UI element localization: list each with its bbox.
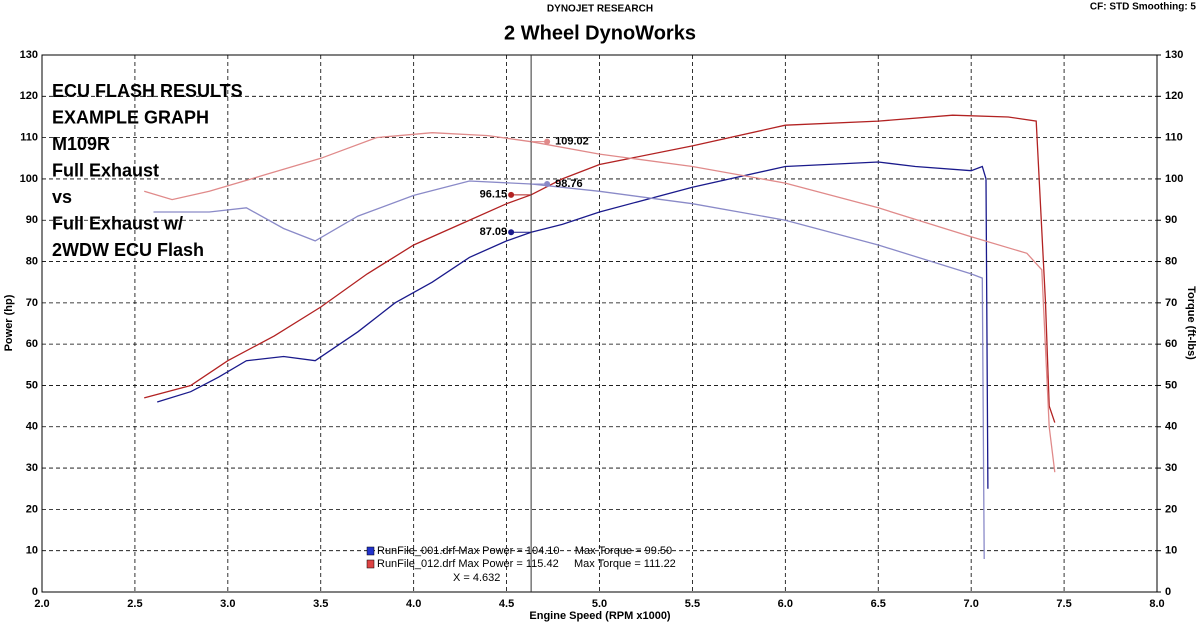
y-tick-label: 50 [26, 379, 38, 391]
x-tick-label: 3.0 [220, 598, 235, 610]
x-tick-label: 7.5 [1056, 598, 1071, 610]
cursor-point [508, 191, 515, 198]
annotation: Full Exhaust [52, 160, 159, 180]
y2-tick-label: 40 [1165, 421, 1177, 433]
y-tick-label: 70 [26, 297, 38, 309]
y2-tick-label: 60 [1165, 338, 1177, 350]
cursor-point [544, 138, 551, 145]
annotation: 2WDW ECU Flash [52, 240, 204, 260]
y2-tick-label: 50 [1165, 379, 1177, 391]
y-tick-label: 90 [26, 214, 38, 226]
x-tick-label: 8.0 [1149, 598, 1164, 610]
y2-tick-label: 90 [1165, 214, 1177, 226]
x-tick-label: 2.0 [34, 598, 49, 610]
y2-tick-label: 120 [1165, 90, 1183, 102]
legend-text: RunFile_012.drf Max Power = 115.42 Max T… [377, 558, 676, 570]
chart-title: 2 Wheel DynoWorks [504, 22, 696, 44]
series-line [144, 114, 1056, 423]
y2-axis-title: Torque (ft-lbs) [1185, 286, 1197, 360]
y-tick-label: 20 [26, 503, 38, 515]
cursor-point [544, 181, 551, 188]
header: DYNOJET RESEARCH [547, 4, 653, 15]
y2-tick-label: 30 [1165, 462, 1177, 474]
x-tick-label: 6.0 [778, 598, 793, 610]
cursor-label: X = 4.632 [453, 572, 500, 584]
y-tick-label: 130 [20, 49, 38, 61]
y-tick-label: 100 [20, 173, 38, 185]
y2-tick-label: 80 [1165, 255, 1177, 267]
y-tick-label: 30 [26, 462, 38, 474]
y-tick-label: 10 [26, 545, 38, 557]
y-tick-label: 60 [26, 338, 38, 350]
y2-tick-label: 70 [1165, 297, 1177, 309]
y2-tick-label: 130 [1165, 49, 1183, 61]
x-tick-label: 5.0 [592, 598, 607, 610]
series-line [157, 161, 989, 489]
annotation: Full Exhaust w/ [52, 213, 183, 233]
x-tick-label: 2.5 [127, 598, 142, 610]
y-axis-title: Power (hp) [3, 294, 15, 351]
x-tick-label: 4.0 [406, 598, 421, 610]
cursor-value: 109.02 [555, 136, 589, 148]
x-tick-label: 5.5 [685, 598, 700, 610]
series-line [144, 132, 1056, 473]
x-tick-label: 7.0 [964, 598, 979, 610]
settings-text: CF: STD Smoothing: 5 [1090, 2, 1197, 13]
series-line [153, 180, 985, 560]
y2-tick-label: 100 [1165, 173, 1183, 185]
x-tick-label: 6.5 [871, 598, 886, 610]
x-tick-label: 3.5 [313, 598, 328, 610]
y-tick-label: 40 [26, 421, 38, 433]
x-tick-label: 4.5 [499, 598, 514, 610]
annotation: EXAMPLE GRAPH [52, 107, 209, 127]
legend-text: RunFile_001.drf Max Power = 104.10 Max T… [377, 545, 672, 557]
y-tick-label: 80 [26, 255, 38, 267]
y-tick-label: 120 [20, 90, 38, 102]
x-axis-title: Engine Speed (RPM x1000) [529, 610, 671, 622]
legend-swatch [366, 546, 375, 556]
annotation: vs [52, 187, 72, 207]
cursor-point [508, 229, 515, 236]
cursor-value: 87.09 [480, 226, 508, 238]
y2-tick-label: 110 [1165, 132, 1183, 144]
cursor-value: 96.15 [480, 189, 508, 201]
y2-tick-label: 10 [1165, 545, 1177, 557]
annotation: ECU FLASH RESULTS [52, 81, 243, 101]
y2-tick-label: 20 [1165, 503, 1177, 515]
y-tick-label: 110 [20, 132, 38, 144]
cursor-value: 98.76 [555, 178, 583, 190]
annotation: M109R [52, 134, 110, 154]
legend-swatch [366, 559, 375, 569]
y-tick-label: 0 [32, 586, 38, 598]
y2-tick-label: 0 [1165, 586, 1171, 598]
